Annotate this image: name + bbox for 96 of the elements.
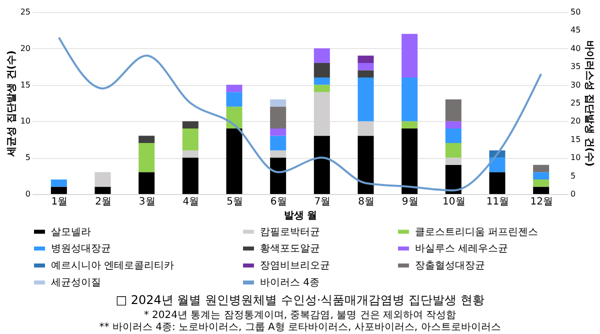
bar xyxy=(138,172,155,194)
x-tick-label: 8월 xyxy=(358,196,374,208)
bar xyxy=(94,172,111,187)
legend-label: 병원성대장균 xyxy=(51,244,111,254)
bar xyxy=(402,128,418,194)
x-tick-label: 12월 xyxy=(530,196,553,208)
x-tick-label: 1월 xyxy=(51,196,68,208)
legend-label: 세균성이질 xyxy=(51,278,101,288)
bar xyxy=(270,136,286,150)
bar xyxy=(402,34,418,78)
bar xyxy=(182,158,198,194)
y2-tick-label: 50 xyxy=(570,8,581,16)
bar xyxy=(445,121,462,128)
bar xyxy=(226,128,242,194)
x-axis-title: 발생 월 xyxy=(284,210,318,222)
legend-label: 클로스트리디움 퍼프린젠스 xyxy=(415,226,538,238)
bar xyxy=(402,121,418,128)
bar xyxy=(489,158,506,172)
text: * 2024년 통계는 잠정통계이며, 중복감염, 불명 건은 제외하여 작성함 xyxy=(144,310,456,321)
text: ** 바이러스 4종: 노로바이러스, 그룹 A형 로타바이러스, 사포바이러스, 아스트로바이러스 xyxy=(99,322,501,333)
x-tick-label: 3월 xyxy=(138,196,156,208)
bar xyxy=(270,128,286,136)
legend-label: 장염비브리오균 xyxy=(260,260,330,272)
legend-label: 예르시니아 엔테로콜리티카 xyxy=(51,260,174,272)
bar xyxy=(358,136,374,194)
bar xyxy=(445,158,462,165)
y2-tick-label: 40 xyxy=(570,44,581,53)
bar xyxy=(138,143,155,172)
y2-tick-label: 0 xyxy=(570,190,576,198)
bar xyxy=(314,62,330,78)
bar xyxy=(358,56,374,63)
y2-axis-title: 바이러스성 집단발생 건(수) xyxy=(584,40,595,167)
bar xyxy=(533,172,550,180)
legend-label: 황색포도알균 xyxy=(260,244,320,254)
bar xyxy=(50,186,67,194)
y2-tick-label: 25 xyxy=(570,98,581,108)
bar xyxy=(445,128,462,144)
y2-tick-label: 30 xyxy=(570,80,581,90)
bar xyxy=(314,92,330,136)
y2-tick-label: 10 xyxy=(570,153,581,162)
bar xyxy=(358,70,374,78)
legend-label: 장출혈성대장균 xyxy=(415,260,485,272)
bar xyxy=(226,106,242,128)
bar xyxy=(226,92,242,107)
y-tick-label: 15 xyxy=(20,80,30,90)
y-tick-label: 5 xyxy=(25,153,30,162)
x-tick-label: 2월 xyxy=(95,196,112,208)
bar xyxy=(182,128,198,150)
bar xyxy=(533,179,550,187)
bar xyxy=(94,186,111,194)
y2-tick-label: 15 xyxy=(570,134,581,144)
legend-label: 살모넬라 xyxy=(51,226,91,238)
bar xyxy=(314,136,330,194)
bar xyxy=(226,84,242,92)
bar xyxy=(445,99,462,122)
bar xyxy=(358,62,374,70)
y2-tick-label: 45 xyxy=(570,26,581,35)
legend-label: 캄필로박터균 xyxy=(260,226,320,238)
legend-label: 바실루스 세레우스균 xyxy=(415,244,508,254)
bar xyxy=(182,150,198,158)
bar xyxy=(182,121,198,128)
x-tick-label: 11월 xyxy=(486,196,510,208)
x-tick-label: 4월 xyxy=(182,196,200,208)
bar xyxy=(358,121,374,136)
bar xyxy=(314,48,330,63)
bar xyxy=(270,150,286,158)
x-tick-label: 7월 xyxy=(314,196,331,208)
x-tick-label: 9월 xyxy=(402,196,418,208)
bar xyxy=(50,179,67,187)
bar xyxy=(489,172,506,194)
bar xyxy=(402,78,418,122)
y2-tick-label: 35 xyxy=(570,62,581,72)
bar xyxy=(270,158,286,194)
y-tick-label: 10 xyxy=(20,116,30,126)
y-tick-label: 20 xyxy=(20,44,30,53)
y-axis-title: 세균성 집단발생 건(수) xyxy=(6,50,18,158)
y-tick-label: 0 xyxy=(25,190,30,198)
bar xyxy=(270,99,286,107)
bar xyxy=(358,78,374,122)
x-tick-label: 6월 xyxy=(270,196,287,208)
bar xyxy=(445,143,462,158)
y2-tick-label: 5 xyxy=(570,171,576,180)
line-series xyxy=(58,36,542,192)
x-tick-label: 5월 xyxy=(226,196,243,208)
bar xyxy=(138,136,155,144)
y-tick-label: 25 xyxy=(20,8,30,16)
bar xyxy=(314,78,330,85)
legend-label: 바이러스 4종 xyxy=(260,278,320,288)
y2-tick-label: 20 xyxy=(570,116,581,126)
x-tick-label: 10월 xyxy=(442,196,466,208)
text: □ 2024년 월별 원인병원체별 수인성·식품매개감염병 집단발생 현황 xyxy=(116,293,484,307)
bar xyxy=(533,164,550,172)
bar xyxy=(314,84,330,92)
bar xyxy=(533,186,550,194)
bar xyxy=(270,106,286,128)
bar xyxy=(445,164,462,194)
